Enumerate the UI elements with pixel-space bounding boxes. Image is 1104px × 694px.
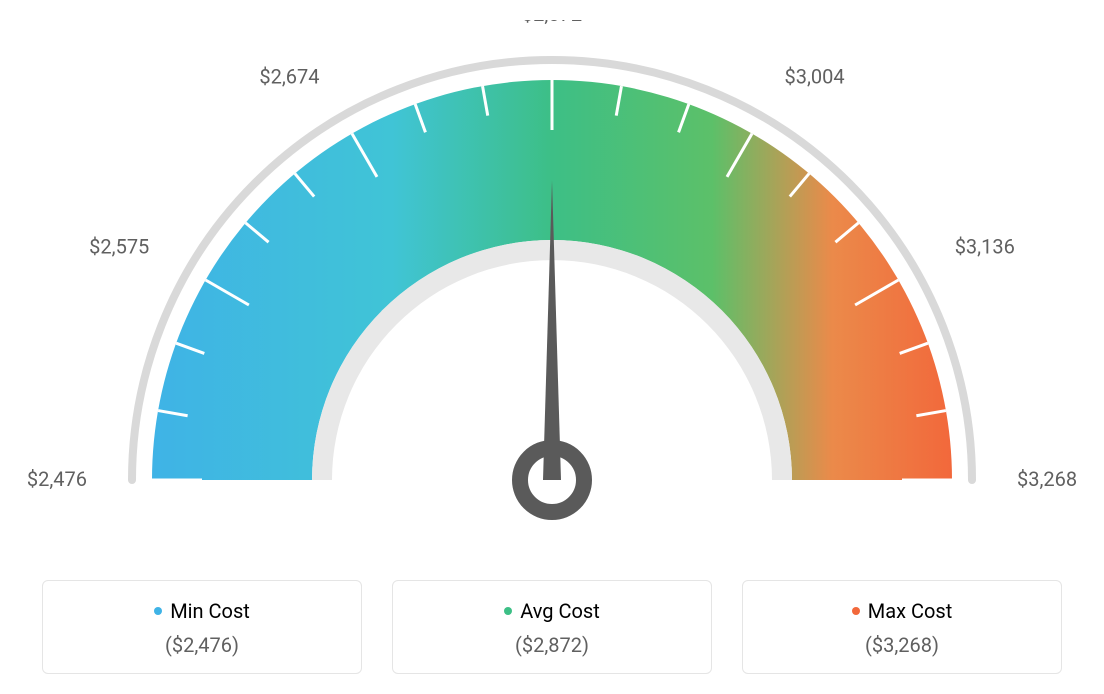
legend-title-max: Max Cost [852,599,953,623]
legend-row: Min Cost ($2,476) Avg Cost ($2,872) Max … [20,580,1084,674]
legend-label-avg: Avg Cost [520,599,600,623]
legend-label-min: Min Cost [170,599,250,623]
legend-title-avg: Avg Cost [504,599,600,623]
legend-dot-max [852,607,860,615]
svg-text:$3,268: $3,268 [1017,467,1077,491]
svg-text:$2,872: $2,872 [522,20,582,26]
legend-dot-avg [504,607,512,615]
legend-value-min: ($2,476) [43,633,361,657]
legend-title-min: Min Cost [154,599,250,623]
legend-dot-min [154,607,162,615]
legend-card-min: Min Cost ($2,476) [42,580,362,674]
legend-label-max: Max Cost [868,599,953,623]
legend-card-avg: Avg Cost ($2,872) [392,580,712,674]
legend-value-max: ($3,268) [743,633,1061,657]
svg-text:$2,476: $2,476 [27,467,87,491]
gauge-svg-wrap: $2,476 $2,575 $2,674 $2,872 $3,004 $3,136 $3,2… [20,20,1084,540]
svg-text:$3,136: $3,136 [955,235,1015,259]
svg-text:$2,575: $2,575 [89,235,149,259]
svg-text:$2,674: $2,674 [259,64,319,88]
legend-card-max: Max Cost ($3,268) [742,580,1062,674]
gauge-svg: $2,476 $2,575 $2,674 $2,872 $3,004 $3,136 $3,2… [20,20,1084,540]
legend-value-avg: ($2,872) [393,633,711,657]
cost-gauge-chart: $2,476 $2,575 $2,674 $2,872 $3,004 $3,136 $3,2… [20,20,1084,674]
svg-text:$3,004: $3,004 [785,64,845,88]
